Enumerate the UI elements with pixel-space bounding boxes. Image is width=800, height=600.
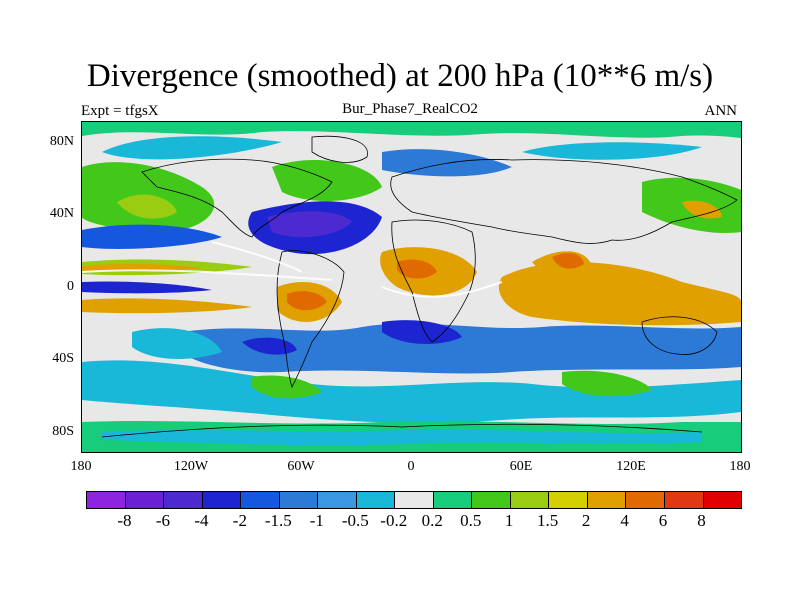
lon-tick-180e: 180 (729, 459, 751, 474)
colorbar-label: -0.5 (341, 511, 369, 530)
colorbar-swatch (587, 492, 627, 508)
colorbar-swatch (356, 492, 396, 508)
lon-tick-120w: 120W (173, 459, 209, 474)
colorbar-label: 0.2 (421, 511, 443, 530)
colorbar-swatch (549, 492, 588, 508)
colorbar-swatch (510, 492, 550, 508)
colorbar-label: -1 (309, 511, 324, 530)
lon-tick-120e: 120E (616, 459, 646, 474)
colorbar-swatch (125, 492, 165, 508)
lon-tick-180w: 180 (70, 459, 92, 474)
divergence-map (81, 121, 742, 453)
colorbar-swatch (433, 492, 473, 508)
colorbar-label: -2 (232, 511, 247, 530)
colorbar-swatch (395, 492, 434, 508)
lat-tick-0: 0 (67, 279, 74, 294)
colorbar-swatch (664, 492, 704, 508)
lon-tick-0: 0 (407, 459, 415, 474)
colorbar-label: 6 (658, 511, 668, 530)
run-name-label: Bur_Phase7_RealCO2 (342, 101, 478, 117)
colorbar-swatch (279, 492, 319, 508)
colorbar-swatch (318, 492, 357, 508)
lat-tick-80n: 80N (49, 134, 74, 149)
period-label: ANN (704, 103, 738, 119)
colorbar-swatch (241, 492, 280, 508)
colorbar-label: -1.5 (264, 511, 292, 530)
colorbar (86, 491, 742, 509)
lon-tick-60e: 60E (509, 459, 533, 474)
lat-tick-80s: 80S (52, 424, 74, 439)
colorbar-label: -0.2 (380, 511, 408, 530)
colorbar-swatch (87, 492, 126, 508)
map-fill (82, 122, 741, 452)
colorbar-swatch (703, 492, 742, 508)
colorbar-label: -8 (117, 511, 132, 530)
colorbar-swatch (472, 492, 511, 508)
colorbar-label: 8 (697, 511, 706, 530)
colorbar-label: 0.5 (460, 511, 482, 530)
colorbar-label: -4 (194, 511, 209, 530)
colorbar-label: 1 (504, 511, 514, 530)
colorbar-label: 4 (620, 511, 629, 530)
colorbar-swatch (164, 492, 203, 508)
experiment-label: Expt = tfgsX (81, 103, 159, 119)
lon-tick-60w: 60W (287, 459, 315, 474)
colorbar-swatch (626, 492, 665, 508)
map-title: Divergence (smoothed) at 200 hPa (10**6 … (86, 58, 714, 94)
lat-tick-40s: 40S (52, 351, 74, 366)
colorbar-label: -6 (155, 511, 171, 530)
colorbar-label: 2 (581, 511, 591, 530)
colorbar-label: 1.5 (537, 511, 559, 530)
colorbar-swatch (202, 492, 242, 508)
lat-tick-40n: 40N (49, 206, 74, 221)
